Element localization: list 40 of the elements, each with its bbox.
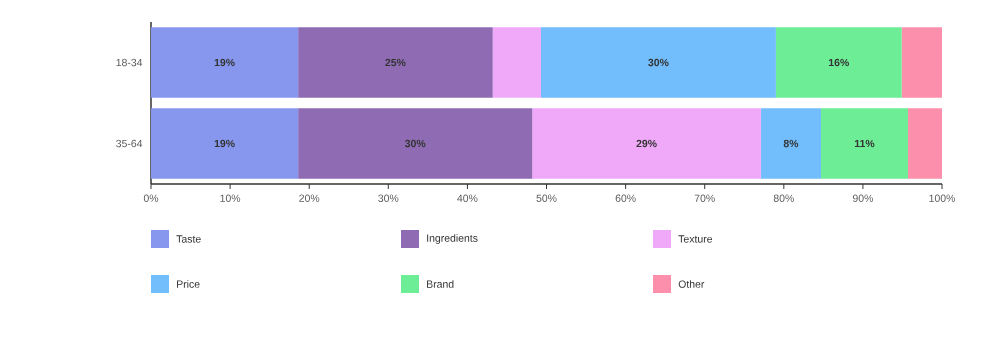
bar	[151, 108, 299, 179]
data-label: 29%	[636, 139, 657, 148]
data-label: 8%	[783, 139, 799, 148]
bar	[901, 27, 943, 98]
x-tick-label: 50%	[536, 194, 557, 202]
bar	[775, 27, 902, 98]
bar	[298, 108, 533, 179]
legend-label: Brand	[427, 280, 454, 288]
legend-label: Taste	[176, 235, 201, 243]
data-label: 30%	[648, 58, 669, 67]
legend-label: Price	[177, 280, 200, 288]
data-label: 25%	[385, 58, 406, 67]
data-label: 19%	[214, 58, 235, 67]
bar	[540, 27, 776, 98]
x-tick-label: 0%	[143, 194, 159, 202]
bar	[298, 27, 493, 98]
x-tick-label: 80%	[773, 194, 794, 202]
x-tick-label: 20%	[299, 194, 320, 202]
x-tick-label: 30%	[378, 194, 399, 202]
x-tick-label: 100%	[929, 194, 956, 202]
data-label: 11%	[854, 139, 875, 148]
y-tick-label: 35-64	[116, 139, 143, 148]
legend-label: Texture	[678, 235, 713, 243]
y-tick-label: 18-34	[116, 58, 143, 67]
x-tick-label: 90%	[852, 194, 873, 202]
bar	[760, 108, 821, 179]
bar	[532, 108, 761, 179]
legend-label: Ingredients	[427, 234, 478, 244]
data-label: 16%	[828, 58, 849, 67]
data-label: 19%	[214, 139, 235, 148]
x-tick-label: 40%	[457, 194, 478, 202]
bar	[908, 108, 943, 179]
bar	[151, 27, 299, 98]
legend-label: Other	[678, 280, 705, 288]
data-label: 30%	[404, 139, 426, 148]
bar	[820, 108, 908, 179]
x-tick-label: 70%	[694, 194, 715, 202]
x-tick-label: 10%	[220, 194, 241, 202]
x-tick-label: 60%	[615, 194, 636, 202]
bar	[492, 27, 541, 98]
